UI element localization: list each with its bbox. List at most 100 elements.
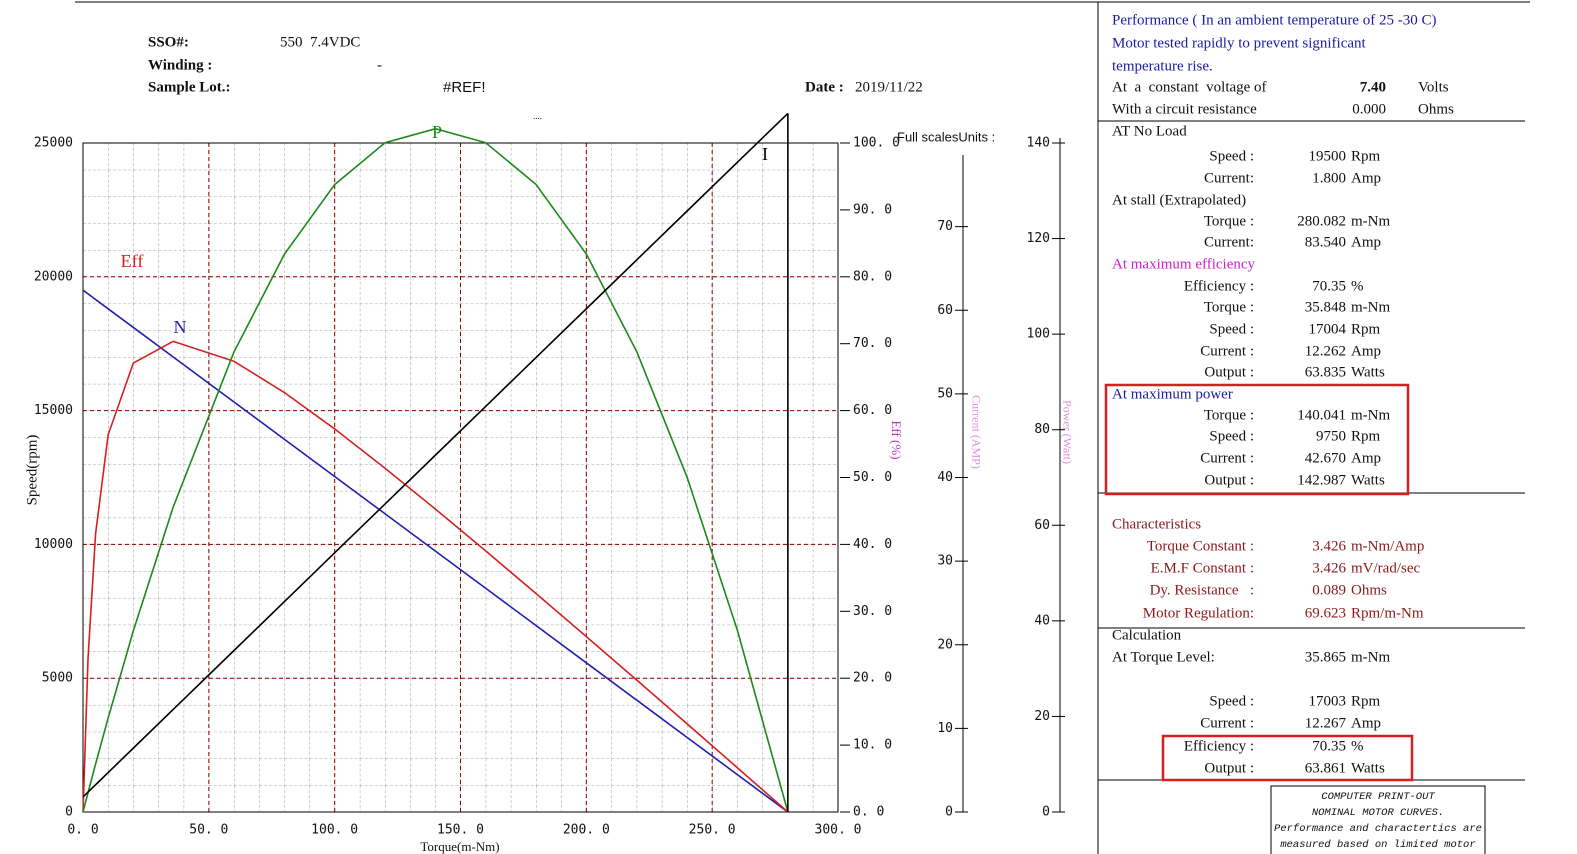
series-line xyxy=(82,340,789,813)
panel-unit: Amp xyxy=(1351,343,1381,359)
panel-label: Dy. Resistance : xyxy=(1150,582,1254,598)
y4-tick-label: 0 xyxy=(1042,805,1050,820)
y4-tick-label: 60 xyxy=(1034,518,1050,533)
panel-text: At stall (Extrapolated) xyxy=(1112,192,1246,208)
panel-value: 17004 xyxy=(1309,321,1347,337)
panel-unit: % xyxy=(1351,738,1364,754)
panel-unit: m-Nm xyxy=(1351,299,1390,315)
panel-text: AT No Load xyxy=(1112,123,1187,139)
panel-value: 70.35 xyxy=(1312,278,1346,294)
panel-label: E.M.F Constant : xyxy=(1151,560,1254,576)
panel-unit: m-Nm/Amp xyxy=(1351,538,1424,554)
panel-value: 63.835 xyxy=(1305,364,1346,380)
panel-value: 1.800 xyxy=(1312,170,1346,186)
panel-unit: Rpm/m-Nm xyxy=(1351,605,1424,621)
y3-tick-label: 30 xyxy=(937,554,953,569)
panel-unit: Amp xyxy=(1351,234,1381,250)
panel-unit: Amp xyxy=(1351,450,1381,466)
date: 2019/11/22 xyxy=(855,79,923,95)
panel-value: 9750 xyxy=(1316,428,1346,444)
panel-label: Current : xyxy=(1200,450,1254,466)
panel-unit: Rpm xyxy=(1351,148,1381,164)
highlight-box xyxy=(1104,383,1410,496)
panel-value: 83.540 xyxy=(1305,234,1346,250)
panel-value: 280.082 xyxy=(1297,213,1346,229)
panel-value: 17003 xyxy=(1309,693,1347,709)
y2-tick-label: 60. 0 xyxy=(853,403,892,418)
y-tick-label: 15000 xyxy=(34,403,73,418)
y-tick-label: 20000 xyxy=(34,269,73,284)
footer-text: Performance and charactertics are xyxy=(1274,823,1482,835)
panel-value: 69.623 xyxy=(1305,605,1346,621)
y2-tick-label: 30. 0 xyxy=(853,604,892,619)
x-tick-label: 0. 0 xyxy=(67,823,98,838)
y2-tick-label: 80. 0 xyxy=(853,269,892,284)
panel-text: At Torque Level: xyxy=(1112,649,1215,665)
panel-label: Current : xyxy=(1200,343,1254,359)
panel-label: Output : xyxy=(1204,364,1254,380)
panel-unit: m-Nm xyxy=(1351,407,1390,423)
panel-label: Torque : xyxy=(1204,299,1254,315)
series-label: I xyxy=(762,144,768,164)
panel-value: 19500 xyxy=(1309,148,1347,164)
footer-box xyxy=(1270,785,1486,854)
panel-unit: Rpm xyxy=(1351,693,1381,709)
panel-label: Motor Regulation: xyxy=(1143,605,1254,621)
panel-unit: Amp xyxy=(1351,170,1381,186)
panel-text: With a circuit resistance xyxy=(1112,101,1257,117)
y4-tick-label: 140 xyxy=(1027,136,1050,151)
y-axis-label: Speed(rpm) xyxy=(24,435,40,506)
winding-label: Winding : xyxy=(148,57,212,73)
panel-unit: Watts xyxy=(1351,364,1385,380)
y4-axis-label: Power (Watt) xyxy=(1060,400,1074,464)
y-tick-label: 5000 xyxy=(42,671,73,686)
panel-value: 0.089 xyxy=(1312,582,1346,598)
y3-tick-label: 70 xyxy=(937,219,953,234)
y3-tick-label: 10 xyxy=(937,721,953,736)
lot: #REF! xyxy=(443,79,486,96)
panel-value: 3.426 xyxy=(1312,560,1346,576)
panel-unit: Ohms xyxy=(1351,582,1387,598)
y2-tick-label: 100. 0 xyxy=(853,136,900,151)
panel-value: 42.670 xyxy=(1305,450,1346,466)
panel-value: 7.40 xyxy=(1360,79,1386,95)
y3-tick-label: 60 xyxy=(937,303,953,318)
panel-unit: Rpm xyxy=(1351,321,1381,337)
panel-text: Performance ( In an ambient temperature … xyxy=(1112,12,1436,28)
series-label: P xyxy=(432,122,442,142)
y3-tick-label: 20 xyxy=(937,637,953,652)
panel-value: 35.865 xyxy=(1305,649,1346,665)
panel-unit: % xyxy=(1351,278,1364,294)
series-line xyxy=(82,127,789,813)
panel-unit: Amp xyxy=(1351,715,1381,731)
y3-tick-label: 40 xyxy=(937,470,953,485)
y2-tick-label: 90. 0 xyxy=(853,202,892,217)
y2-tick-label: 70. 0 xyxy=(853,336,892,351)
panel-text: At a constant voltage of xyxy=(1112,79,1267,95)
y3-tick-label: 0 xyxy=(945,805,953,820)
y2-tick-label: 40. 0 xyxy=(853,537,892,552)
y4-tick-label: 100 xyxy=(1027,327,1050,342)
panel-value: 35.848 xyxy=(1305,299,1346,315)
footer-text: NOMINAL MOTOR CURVES. xyxy=(1312,807,1444,819)
series-line xyxy=(82,112,789,798)
x-tick-label: 50. 0 xyxy=(189,823,228,838)
panel-label: Speed : xyxy=(1209,428,1254,444)
panel-unit: Volts xyxy=(1418,79,1449,95)
panel-label: Efficiency : xyxy=(1184,738,1254,754)
panel-label: Speed : xyxy=(1209,693,1254,709)
panel-label: Speed : xyxy=(1209,148,1254,164)
panel-label: Current : xyxy=(1200,715,1254,731)
panel-label: Output : xyxy=(1204,760,1254,776)
y-tick-label: 10000 xyxy=(34,537,73,552)
y4-tick-label: 40 xyxy=(1034,613,1050,628)
highlight-box xyxy=(1161,734,1414,782)
panel-unit: Watts xyxy=(1351,760,1385,776)
panel-label: Current: xyxy=(1204,170,1254,186)
panel-text: Motor tested rapidly to prevent signific… xyxy=(1112,35,1367,51)
panel-text: At maximum efficiency xyxy=(1112,256,1256,272)
plot-frame xyxy=(82,142,839,813)
panel-label: Efficiency : xyxy=(1184,278,1254,294)
